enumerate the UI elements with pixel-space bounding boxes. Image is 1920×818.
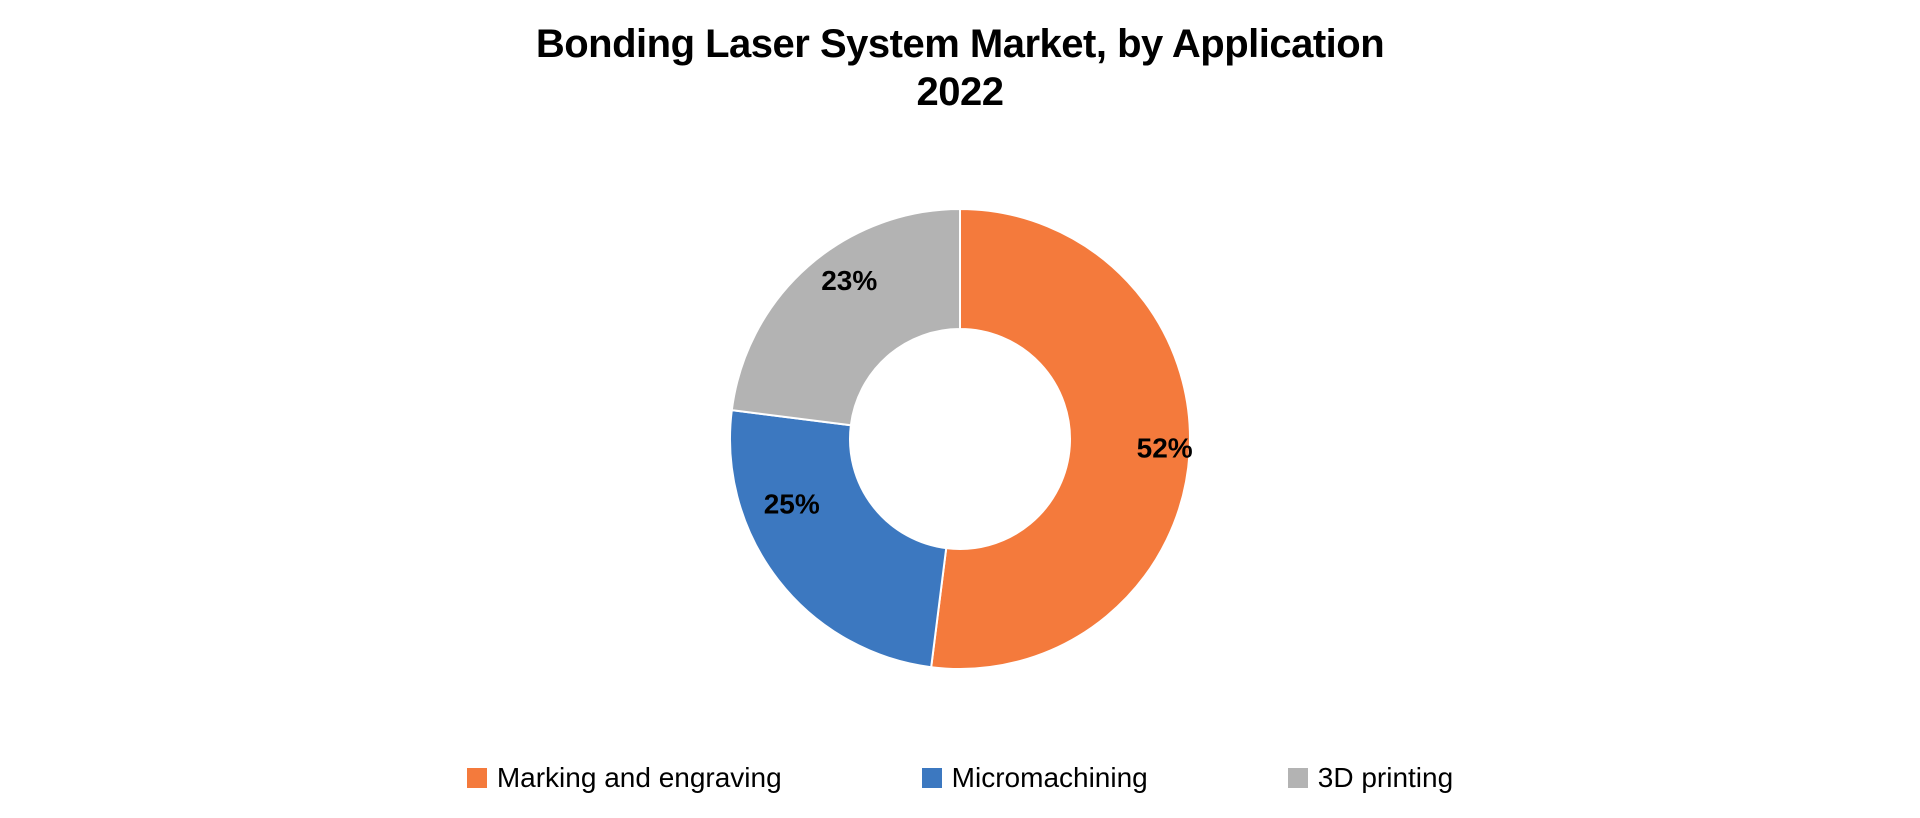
donut-chart: 52% 25% 23% bbox=[0, 116, 1920, 762]
legend-label: 3D printing bbox=[1318, 762, 1453, 794]
donut-slice bbox=[730, 410, 946, 667]
chart-title-line2: 2022 bbox=[536, 68, 1384, 116]
slice-percent-label: 25% bbox=[764, 489, 820, 520]
chart-title: Bonding Laser System Market, by Applicat… bbox=[536, 20, 1384, 116]
chart-title-line1: Bonding Laser System Market, by Applicat… bbox=[536, 20, 1384, 68]
slice-percent-label: 23% bbox=[821, 265, 877, 296]
legend-item: Marking and engraving bbox=[467, 762, 782, 794]
legend-label: Marking and engraving bbox=[497, 762, 782, 794]
donut-slice bbox=[732, 209, 960, 425]
slice-percent-label: 52% bbox=[1137, 432, 1193, 463]
legend-item: Micromachining bbox=[922, 762, 1148, 794]
legend-swatch bbox=[1288, 768, 1308, 788]
donut-svg: 52% 25% 23% bbox=[260, 139, 1660, 739]
legend-swatch bbox=[922, 768, 942, 788]
legend-item: 3D printing bbox=[1288, 762, 1453, 794]
legend-swatch bbox=[467, 768, 487, 788]
chart-legend: Marking and engraving Micromachining 3D pr… bbox=[467, 762, 1453, 794]
legend-label: Micromachining bbox=[952, 762, 1148, 794]
